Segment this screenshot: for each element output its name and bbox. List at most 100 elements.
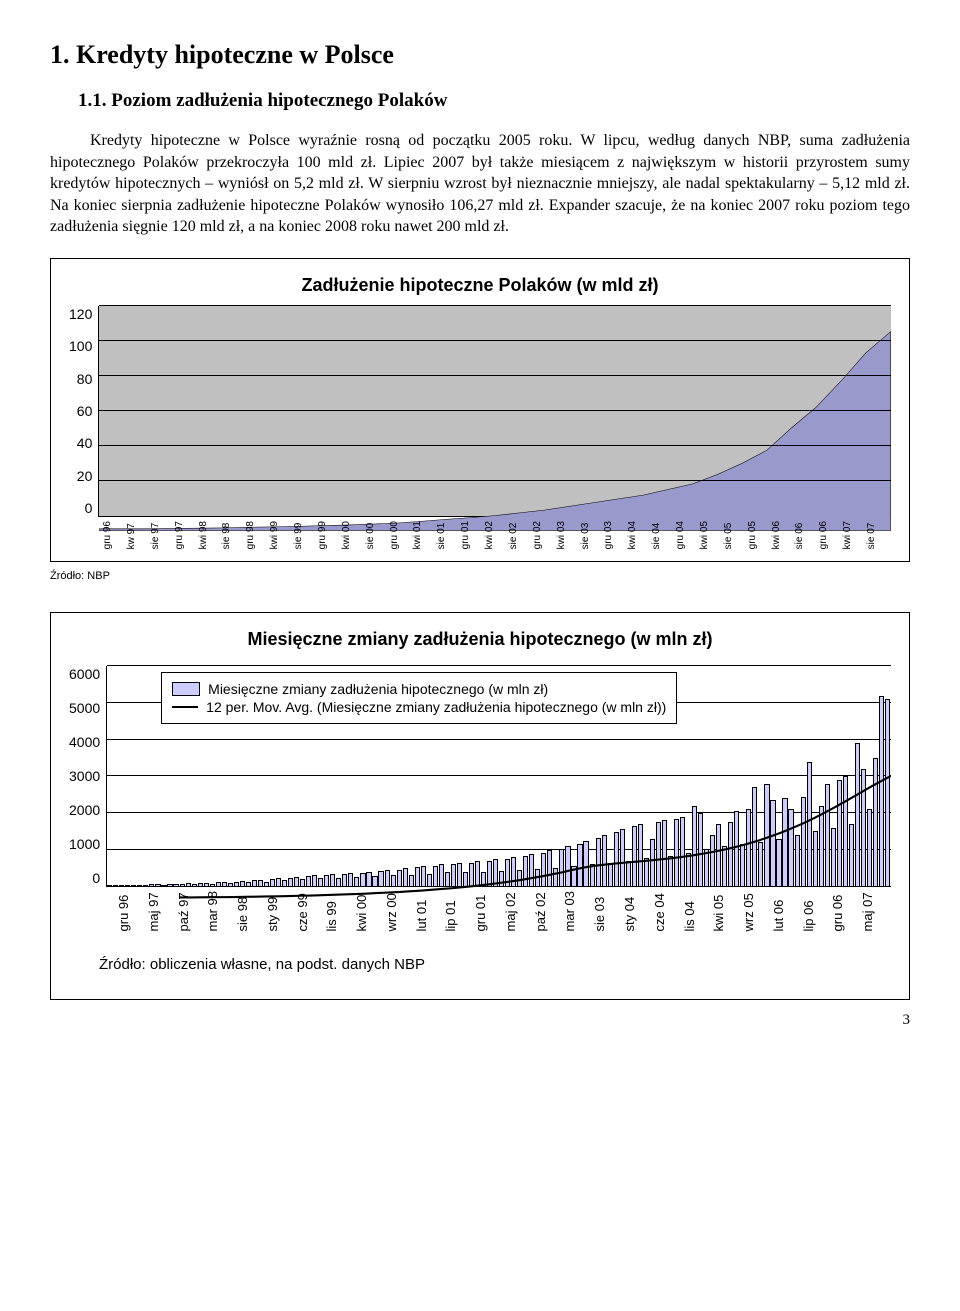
chart-2-bar (746, 809, 751, 886)
chart-2-bar (614, 832, 619, 886)
chart-2-bar (704, 849, 709, 886)
chart-1-xtick: sie 03 (581, 521, 605, 549)
chart-1-ytick: 40 (69, 435, 92, 451)
chart-2-bar (222, 882, 227, 886)
chart-2-bar (644, 858, 649, 886)
chart-2-bar (149, 884, 154, 886)
chart-2-bar (324, 875, 329, 886)
chart-2-bar (650, 839, 655, 886)
chart-2-bar (788, 809, 793, 886)
chart-1-xtick: kwi 05 (700, 521, 724, 549)
chart-2-bar (577, 844, 582, 887)
chart-2-xtick: maj 07 (861, 891, 891, 931)
chart-2-bar (583, 841, 588, 887)
chart-2-bar (451, 864, 456, 886)
chart-2-bar (752, 787, 757, 886)
chart-2-bar (161, 885, 166, 887)
chart-2-xtick: cze 04 (653, 891, 683, 931)
chart-2-bar (638, 824, 643, 886)
chart-2-bar (770, 800, 775, 886)
chart-2-bar (758, 842, 763, 886)
chart-2-bar (831, 828, 836, 887)
chart-2-bar (692, 806, 697, 887)
chart-2-xtick: mar 98 (206, 891, 236, 931)
chart-1-xtick: sie 00 (366, 521, 390, 549)
chart-2-bar (740, 844, 745, 886)
chart-2-bar (457, 863, 462, 886)
chart-1-xtick: sie 06 (795, 521, 819, 549)
body-paragraph: Kredyty hipoteczne w Polsce wyraźnie ros… (50, 130, 910, 238)
chart-2-bar (807, 762, 812, 887)
chart-2-bar (801, 797, 806, 887)
chart-2-bar (264, 882, 269, 887)
chart-2-bar (463, 872, 468, 886)
chart-2-bar (686, 853, 691, 886)
chart-2-xtick: gru 01 (474, 891, 504, 931)
chart-2-bar (234, 882, 239, 887)
chart-1-xtick: sie 97 (151, 521, 175, 549)
chart-2-xtick: cze 99 (296, 891, 326, 931)
chart-2-bar (776, 839, 781, 887)
chart-2-bar (439, 864, 444, 886)
chart-2-ytick: 3000 (69, 768, 100, 784)
chart-2-bar (656, 822, 661, 886)
chart-2-ytick: 0 (69, 870, 100, 886)
chart-2-bar (505, 859, 510, 887)
chart-2-bar (873, 758, 878, 886)
chart-2-bar (318, 878, 323, 886)
chart-2-xtick: kwi 05 (712, 891, 742, 931)
chart-1-plot (98, 306, 891, 517)
chart-2-bar (596, 838, 601, 886)
chart-2-bar (167, 884, 172, 886)
chart-2-bar (493, 859, 498, 886)
legend-item-1: Miesięczne zmiany zadłużenia hipoteczneg… (208, 681, 548, 697)
chart-2-bar (590, 864, 595, 886)
chart-2-bar (360, 873, 365, 887)
chart-2-bar (523, 856, 528, 886)
chart-2-ytick: 4000 (69, 734, 100, 750)
chart-2-bar (511, 857, 516, 886)
chart-1-xtick: kwi 04 (628, 521, 652, 549)
chart-2-xtick: paź 97 (177, 891, 207, 931)
chart-1-xtick: gru 96 (103, 521, 127, 549)
chart-2-bar (186, 883, 191, 886)
chart-1-xtick: gru 00 (390, 521, 414, 549)
chart-2-bar (252, 880, 257, 886)
chart-2-bar (294, 877, 299, 887)
chart-2-title: Miesięczne zmiany zadłużenia hipoteczneg… (69, 629, 891, 650)
chart-2-bar (143, 885, 148, 887)
chart-2-bar (782, 798, 787, 886)
chart-2-bar (312, 875, 317, 886)
chart-2-bar (668, 856, 673, 886)
chart-2-bar (240, 881, 245, 887)
chart-2: Miesięczne zmiany zadłużenia hipoteczneg… (50, 612, 910, 999)
chart-2-bar (481, 872, 486, 887)
chart-2-bar (608, 863, 613, 887)
chart-2-bar (210, 884, 215, 887)
chart-2-xaxis: gru 96maj 97paź 97mar 98sie 98sty 99cze … (117, 891, 891, 931)
chart-2-bar (734, 811, 739, 886)
chart-2-bar (475, 861, 480, 886)
chart-2-bar (391, 875, 396, 886)
chart-2-bar (354, 877, 359, 887)
chart-2-xtick: sie 03 (593, 891, 623, 931)
chart-2-xtick: wrz 05 (742, 891, 772, 931)
chart-2-ytick: 2000 (69, 802, 100, 818)
chart-1-xtick: gru 04 (676, 521, 700, 549)
chart-1-xtick: sie 02 (509, 521, 533, 549)
chart-2-xtick: maj 97 (147, 891, 177, 931)
chart-1-xtick: gru 03 (604, 521, 628, 549)
page-number: 3 (50, 1012, 910, 1029)
chart-1-yaxis: 120100806040200 (69, 306, 98, 516)
chart-2-bar (541, 853, 546, 886)
chart-2-bar (487, 861, 492, 887)
chart-2-xtick: gru 96 (117, 891, 147, 931)
chart-2-bar (680, 817, 685, 887)
chart-1-xtick: sie 98 (222, 521, 246, 549)
chart-2-bar (336, 878, 341, 887)
chart-2-bar (300, 879, 305, 886)
chart-1-xtick: gru 02 (533, 521, 557, 549)
chart-1-ytick: 100 (69, 338, 92, 354)
chart-2-bar (819, 806, 824, 887)
chart-2-bar (710, 835, 715, 886)
